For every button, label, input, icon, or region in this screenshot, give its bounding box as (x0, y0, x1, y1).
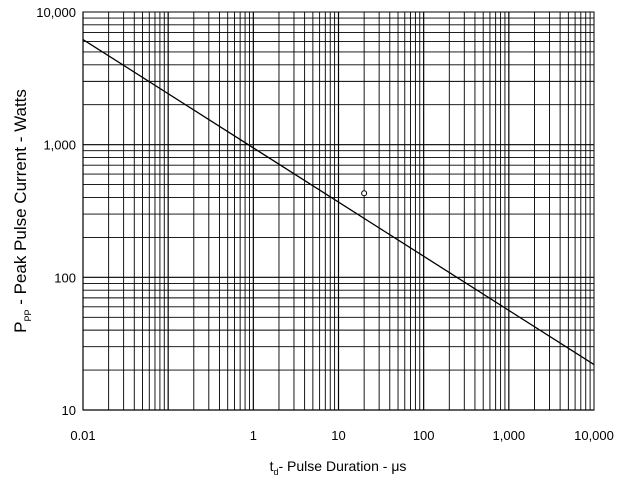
x-axis-title: td- Pulse Duration - μs (270, 458, 407, 477)
y-axis-title: PPP - Peak Pulse Current - Watts (11, 89, 33, 333)
y-tick-label: 100 (54, 270, 76, 285)
y-tick-label: 1,000 (43, 138, 76, 153)
x-tick-label: 10,000 (574, 428, 614, 443)
marker-layer (361, 190, 368, 197)
series-line (82, 38, 595, 366)
x-tick-label: 10 (331, 428, 345, 443)
plot-frame (82, 11, 595, 411)
x-tick-label: 1,000 (493, 428, 526, 443)
x-tick-label: 0.01 (70, 428, 95, 443)
data-point-marker (361, 190, 368, 197)
x-tick-label: 100 (413, 428, 435, 443)
vertical-grid-lines (82, 12, 591, 410)
horizontal-grid-lines (83, 17, 594, 411)
y-axis-title-main: P (11, 322, 30, 333)
x-axis-title-subscript: d (273, 467, 278, 477)
series-layer (82, 38, 595, 366)
y-tick-label: 10,000 (36, 5, 76, 20)
y-tick-label: 10 (62, 403, 76, 418)
y-axis-title-subscript: PP (23, 310, 33, 322)
x-axis-title-text: - Pulse Duration - μs (279, 458, 407, 474)
x-axis-title-main: t (270, 458, 274, 474)
x-tick-label: 1 (250, 428, 257, 443)
y-tick-labels: 10 100 1,000 10,000 (36, 5, 76, 418)
y-axis-title-text: - Peak Pulse Current - Watts (11, 89, 30, 309)
x-tick-labels: 0.01 1 10 100 1,000 10,000 (70, 428, 614, 443)
